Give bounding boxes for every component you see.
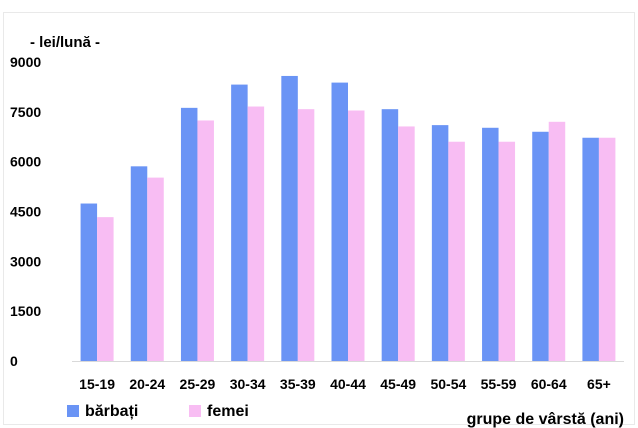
y-tick-label: 4500 — [10, 204, 41, 220]
chart-frame — [3, 12, 635, 425]
x-tick-label: 30-34 — [230, 376, 266, 392]
legend-swatch-barbati — [67, 405, 79, 417]
bar-barbati-50-54 — [431, 125, 449, 362]
x-tick-label: 65+ — [587, 376, 611, 392]
x-tick-label: 50-54 — [430, 376, 466, 392]
bar-femei-15-19 — [97, 217, 114, 361]
y-tick-label: 9000 — [10, 54, 41, 70]
bar-barbati-30-34 — [231, 84, 248, 361]
bar-barbati-15-19 — [80, 203, 98, 361]
bar-femei-65+ — [598, 137, 616, 361]
bar-barbati-60-64 — [532, 131, 549, 361]
x-tick-label: 40-44 — [330, 376, 366, 392]
bar-femei-30-34 — [247, 106, 265, 362]
x-tick-label: 25-29 — [180, 376, 216, 392]
bar-femei-50-54 — [448, 141, 465, 361]
bar-femei-55-59 — [498, 141, 516, 361]
legend-label-barbati: bărbați — [85, 403, 138, 420]
legend-label-femei: femei — [207, 403, 249, 420]
x-tick-label: 15-19 — [79, 376, 115, 392]
bar-barbati-55-59 — [482, 127, 499, 361]
y-tick-label: 1500 — [10, 303, 41, 319]
bar-femei-60-64 — [548, 121, 566, 361]
y-axis-ticks: 0 1500 3000 4500 6000 7500 9000 — [10, 54, 41, 369]
y-tick-label: 3000 — [10, 253, 41, 269]
x-tick-label: 60-64 — [531, 376, 567, 392]
legend: bărbați femei — [67, 403, 249, 420]
bar-barbati-40-44 — [331, 82, 348, 361]
unit-label: - lei/lună - — [30, 34, 100, 51]
bar-barbati-65+ — [582, 137, 599, 361]
bar-barbati-35-39 — [281, 75, 298, 361]
y-tick-label: 6000 — [10, 154, 41, 170]
bar-femei-40-44 — [348, 110, 365, 361]
legend-swatch-femei — [189, 405, 201, 417]
bar-femei-20-24 — [147, 177, 164, 361]
bar-femei-35-39 — [297, 109, 315, 362]
bar-femei-25-29 — [197, 120, 214, 361]
x-axis-ticks: 15-19 20-24 25-29 30-34 35-39 40-44 45-49 50-54… — [79, 376, 611, 392]
y-tick-label: 7500 — [10, 104, 41, 120]
bar-barbati-25-29 — [180, 107, 198, 361]
y-tick-label: 0 — [10, 353, 18, 369]
bar-femei-45-49 — [398, 126, 415, 361]
x-tick-label: 55-59 — [481, 376, 517, 392]
bar-barbati-45-49 — [381, 109, 399, 362]
x-axis-title: grupe de vârstă (ani) — [467, 411, 624, 428]
x-tick-label: 45-49 — [380, 376, 416, 392]
x-tick-label: 35-39 — [280, 376, 316, 392]
bars — [80, 75, 616, 362]
bar-barbati-20-24 — [130, 166, 148, 361]
x-tick-label: 20-24 — [129, 376, 165, 392]
